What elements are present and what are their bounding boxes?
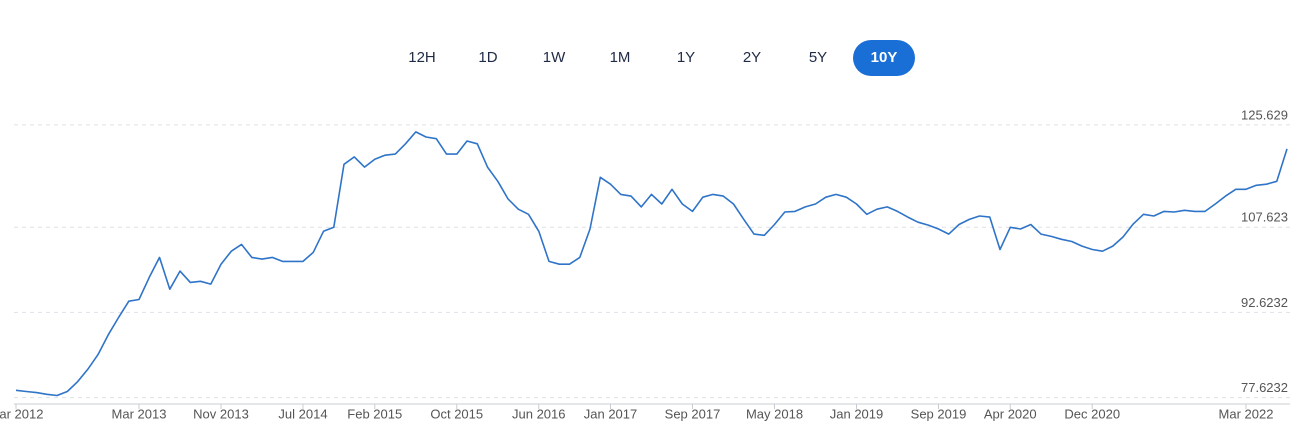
x-tick-label: Mar 2022 (1219, 406, 1274, 421)
x-tick-label: Mar 2013 (112, 406, 167, 421)
y-tick-label: 107.623 (1241, 210, 1288, 225)
x-tick-label: May 2018 (746, 406, 803, 421)
x-tick-label: Jan 2019 (830, 406, 884, 421)
range-button[interactable]: 1W (542, 49, 566, 66)
x-tick-label: Feb 2015 (347, 406, 402, 421)
range-button[interactable]: 5Y (808, 49, 828, 66)
x-tick-label: Sep 2019 (911, 406, 967, 421)
x-tick-label: Mar 2012 (0, 406, 43, 421)
y-tick-label: 125.629 (1241, 107, 1288, 122)
y-tick-label: 92.6232 (1241, 295, 1288, 310)
x-tick-label: Sep 2017 (665, 406, 721, 421)
x-tick-label: Dec 2020 (1064, 406, 1120, 421)
range-button[interactable]: 2Y (742, 49, 762, 66)
range-button[interactable]: 1Y (676, 49, 696, 66)
range-button[interactable]: 1M (609, 49, 631, 66)
price-line (15, 131, 1288, 397)
x-tick-label: Nov 2013 (193, 406, 249, 421)
range-button[interactable]: 12H (408, 49, 436, 66)
x-tick-label: Apr 2020 (984, 406, 1037, 421)
x-tick-label: Jun 2016 (512, 406, 566, 421)
x-tick-label: Jan 2017 (584, 406, 638, 421)
y-tick-label: 77.6232 (1241, 380, 1288, 395)
x-tick-label: Oct 2015 (430, 406, 483, 421)
x-tick-label: Jul 2014 (278, 406, 327, 421)
range-button[interactable]: 1D (478, 49, 498, 66)
range-selector: 12H 1D 1W 1M 1Y 2Y 5Y 10Y (0, 40, 1294, 76)
range-button[interactable]: 10Y (853, 40, 915, 76)
